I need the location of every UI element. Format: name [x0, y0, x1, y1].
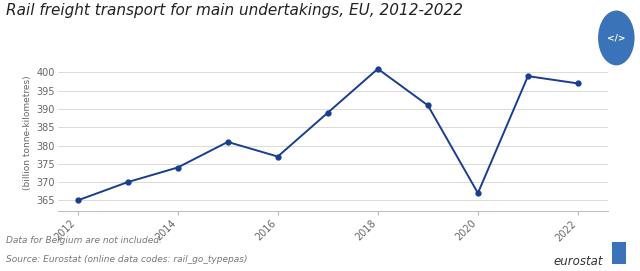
Text: Data for Belgium are not included.: Data for Belgium are not included.	[6, 236, 163, 245]
Text: eurostat: eurostat	[554, 255, 603, 268]
Text: Rail freight transport for main undertakings, EU, 2012-2022: Rail freight transport for main undertak…	[6, 3, 463, 18]
Y-axis label: (billion tonne-kilometres): (billion tonne-kilometres)	[23, 76, 32, 190]
Text: </>: </>	[607, 33, 625, 43]
FancyBboxPatch shape	[612, 242, 627, 264]
Text: Source: Eurostat (online data codes: rail_go_typepas): Source: Eurostat (online data codes: rai…	[6, 255, 248, 264]
Circle shape	[598, 11, 635, 65]
